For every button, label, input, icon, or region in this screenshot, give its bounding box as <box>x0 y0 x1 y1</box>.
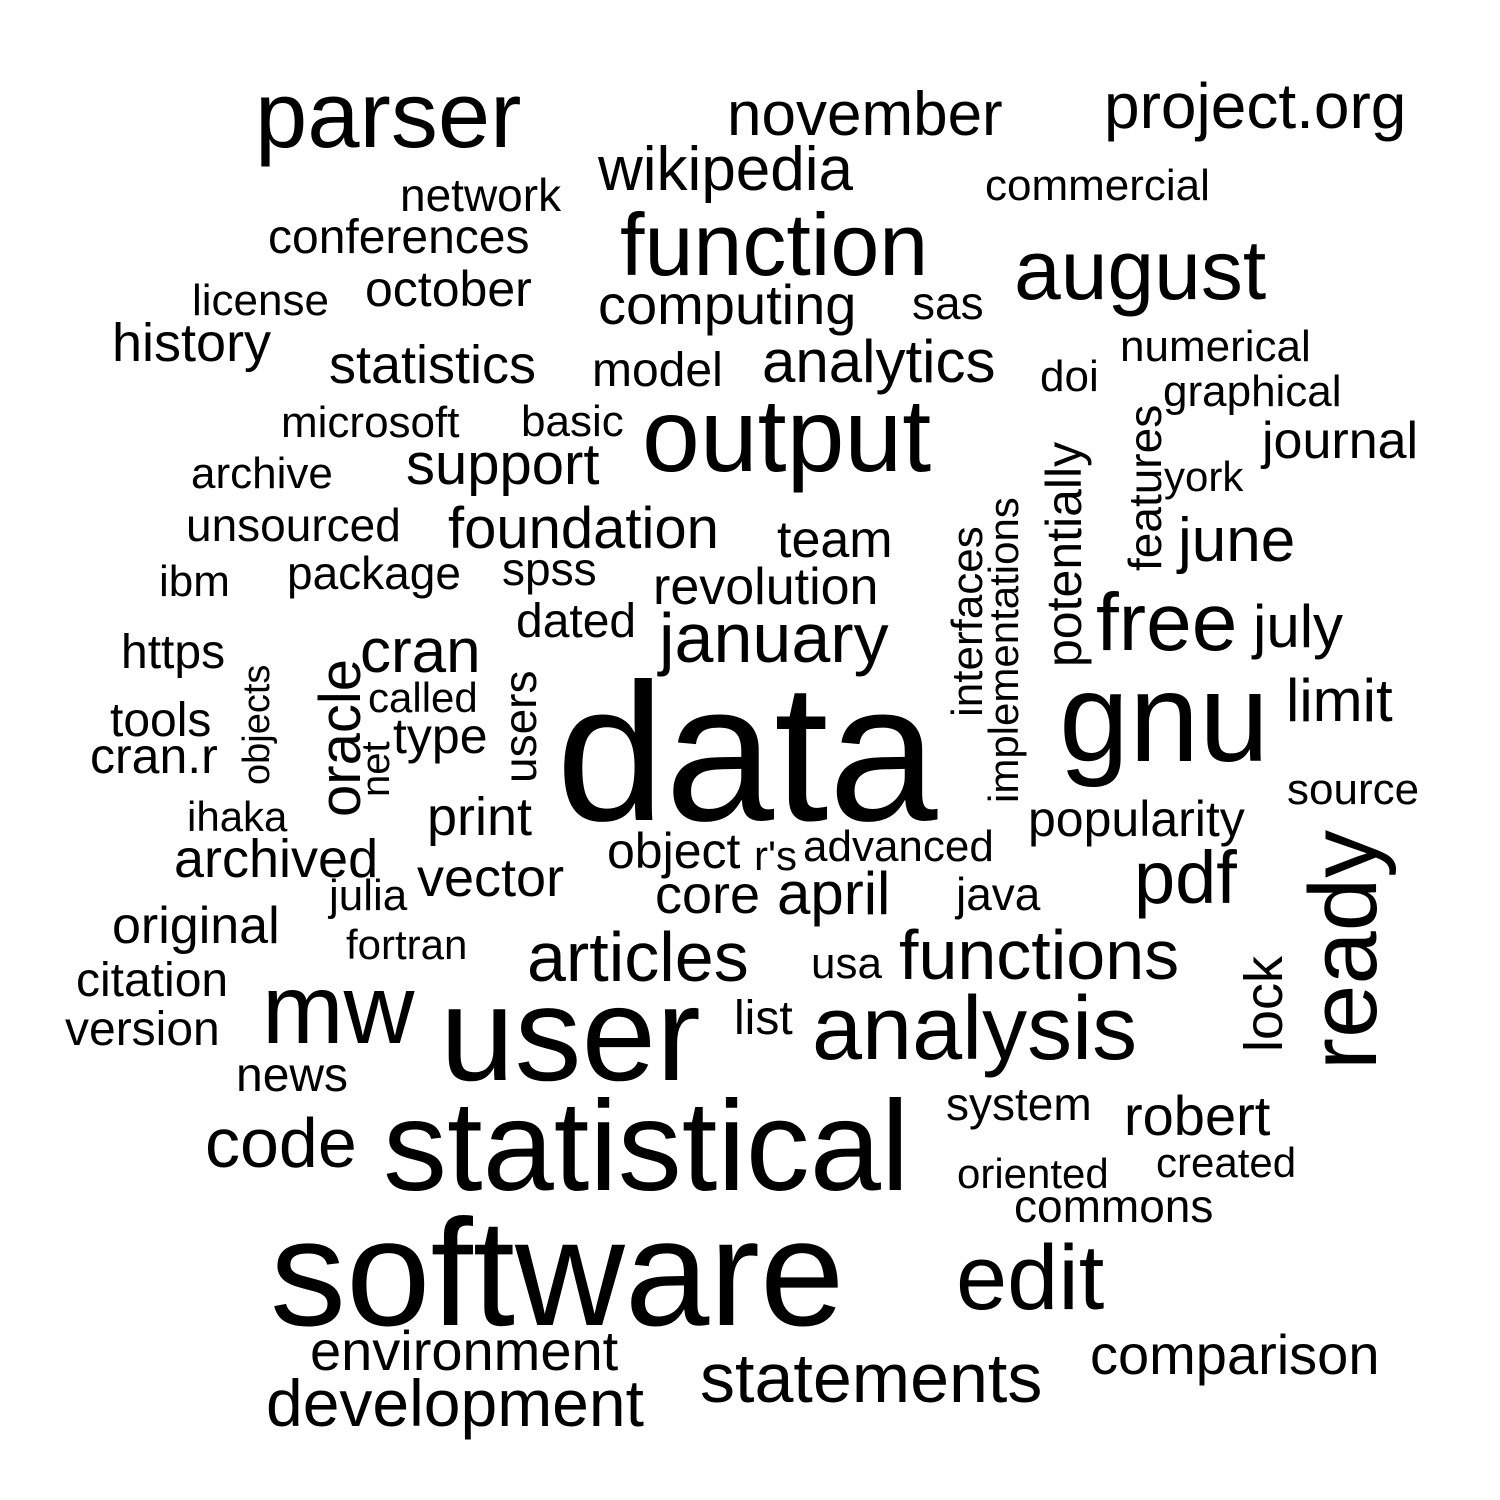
word-doi: doi <box>1040 352 1099 401</box>
word-unsourced: unsourced <box>186 499 401 551</box>
word-numerical: numerical <box>1120 322 1311 371</box>
word-archived: archived <box>174 829 379 889</box>
word-ibm: ibm <box>159 557 230 606</box>
word-core: core <box>655 865 761 925</box>
word-spss: spss <box>502 543 597 595</box>
word-system: system <box>946 1078 1092 1130</box>
word-rs: r's <box>754 832 798 879</box>
word-source: source <box>1287 765 1420 814</box>
word-potentially: potentially <box>1036 441 1092 667</box>
word-april: april <box>777 860 891 927</box>
word-news: news <box>236 1049 349 1102</box>
word-version: version <box>65 1003 220 1056</box>
word-https: https <box>121 626 226 679</box>
word-oriented: oriented <box>957 1150 1109 1197</box>
word-code: code <box>205 1104 357 1182</box>
word-user: user <box>440 960 701 1109</box>
word-net: net <box>354 741 398 797</box>
word-network: network <box>400 169 562 221</box>
word-graphical: graphical <box>1163 367 1342 416</box>
word-history: history <box>112 313 272 373</box>
word-cran: cran <box>360 617 481 686</box>
word-conferences: conferences <box>268 211 530 264</box>
word-gnu: gnu <box>1059 647 1270 788</box>
word-computing: computing <box>598 273 857 336</box>
word-archive: archive <box>191 449 333 498</box>
word-pdf: pdf <box>1134 836 1237 919</box>
word-free: free <box>1096 577 1238 668</box>
word-robert: robert <box>1124 1084 1271 1147</box>
word-vector: vector <box>417 848 565 908</box>
word-support: support <box>406 432 600 497</box>
word-features: features <box>1119 404 1171 571</box>
word-august: august <box>1014 223 1267 317</box>
word-output: output <box>642 378 932 494</box>
word-foundation: foundation <box>448 496 719 561</box>
word-julia: julia <box>329 871 408 920</box>
word-statements: statements <box>700 1339 1043 1417</box>
word-called: called <box>368 674 478 721</box>
word-lock: lock <box>1234 955 1294 1052</box>
word-team: team <box>777 511 893 569</box>
word-york: york <box>1164 453 1244 500</box>
word-tools: tools <box>110 694 212 747</box>
word-software: software <box>270 1188 845 1358</box>
word-project-org: project.org <box>1104 70 1407 142</box>
word-sas: sas <box>912 277 984 329</box>
word-edit: edit <box>956 1227 1105 1329</box>
word-basic: basic <box>521 397 624 446</box>
word-java: java <box>956 868 1041 920</box>
word-citation: citation <box>76 954 229 1007</box>
word-limit: limit <box>1286 667 1393 734</box>
word-january: january <box>659 599 889 677</box>
word-analysis: analysis <box>812 979 1138 1079</box>
word-mw: mw <box>262 954 415 1064</box>
word-ready: ready <box>1290 829 1397 1070</box>
word-commons: commons <box>1014 1180 1214 1232</box>
word-parser: parser <box>255 62 522 167</box>
word-objects: objects <box>236 664 278 785</box>
word-object: object <box>607 823 741 879</box>
word-microsoft: microsoft <box>281 398 460 447</box>
word-statistical: statistical <box>383 1075 910 1218</box>
word-package: package <box>287 547 461 599</box>
word-original: original <box>112 897 280 955</box>
word-journal: journal <box>1262 412 1419 470</box>
word-type: type <box>393 708 488 764</box>
word-function: function <box>620 195 929 294</box>
word-june: june <box>1178 506 1296 575</box>
word-november: november <box>727 80 1003 149</box>
word-fortran: fortran <box>346 921 468 968</box>
word-analytics: analytics <box>762 328 996 395</box>
word-advanced: advanced <box>803 822 994 871</box>
word-functions: functions <box>899 916 1180 994</box>
word-july: july <box>1253 593 1344 660</box>
word-users: users <box>494 670 546 783</box>
word-list: list <box>734 992 793 1045</box>
word-dated: dated <box>516 595 637 648</box>
word-revolution: revolution <box>653 558 879 616</box>
word-print: print <box>427 787 533 847</box>
word-model: model <box>592 344 723 397</box>
word-implementations: implementations <box>980 497 1027 803</box>
word-comparison: comparison <box>1090 1323 1380 1386</box>
word-cran-r: cran.r <box>90 728 218 784</box>
word-october: october <box>365 261 532 317</box>
word-license: license <box>192 276 329 325</box>
word-articles: articles <box>527 918 749 996</box>
word-environment: environment <box>310 1319 619 1382</box>
word-ihaka: ihaka <box>187 793 288 840</box>
word-data: data <box>556 643 938 862</box>
word-wikipedia: wikipedia <box>598 135 854 204</box>
word-created: created <box>1156 1139 1297 1186</box>
word-usa: usa <box>811 939 882 988</box>
word-popularity: popularity <box>1028 791 1245 847</box>
word-statistics: statistics <box>329 335 537 395</box>
word-commercial: commercial <box>985 161 1210 210</box>
word-development: development <box>266 1366 644 1440</box>
